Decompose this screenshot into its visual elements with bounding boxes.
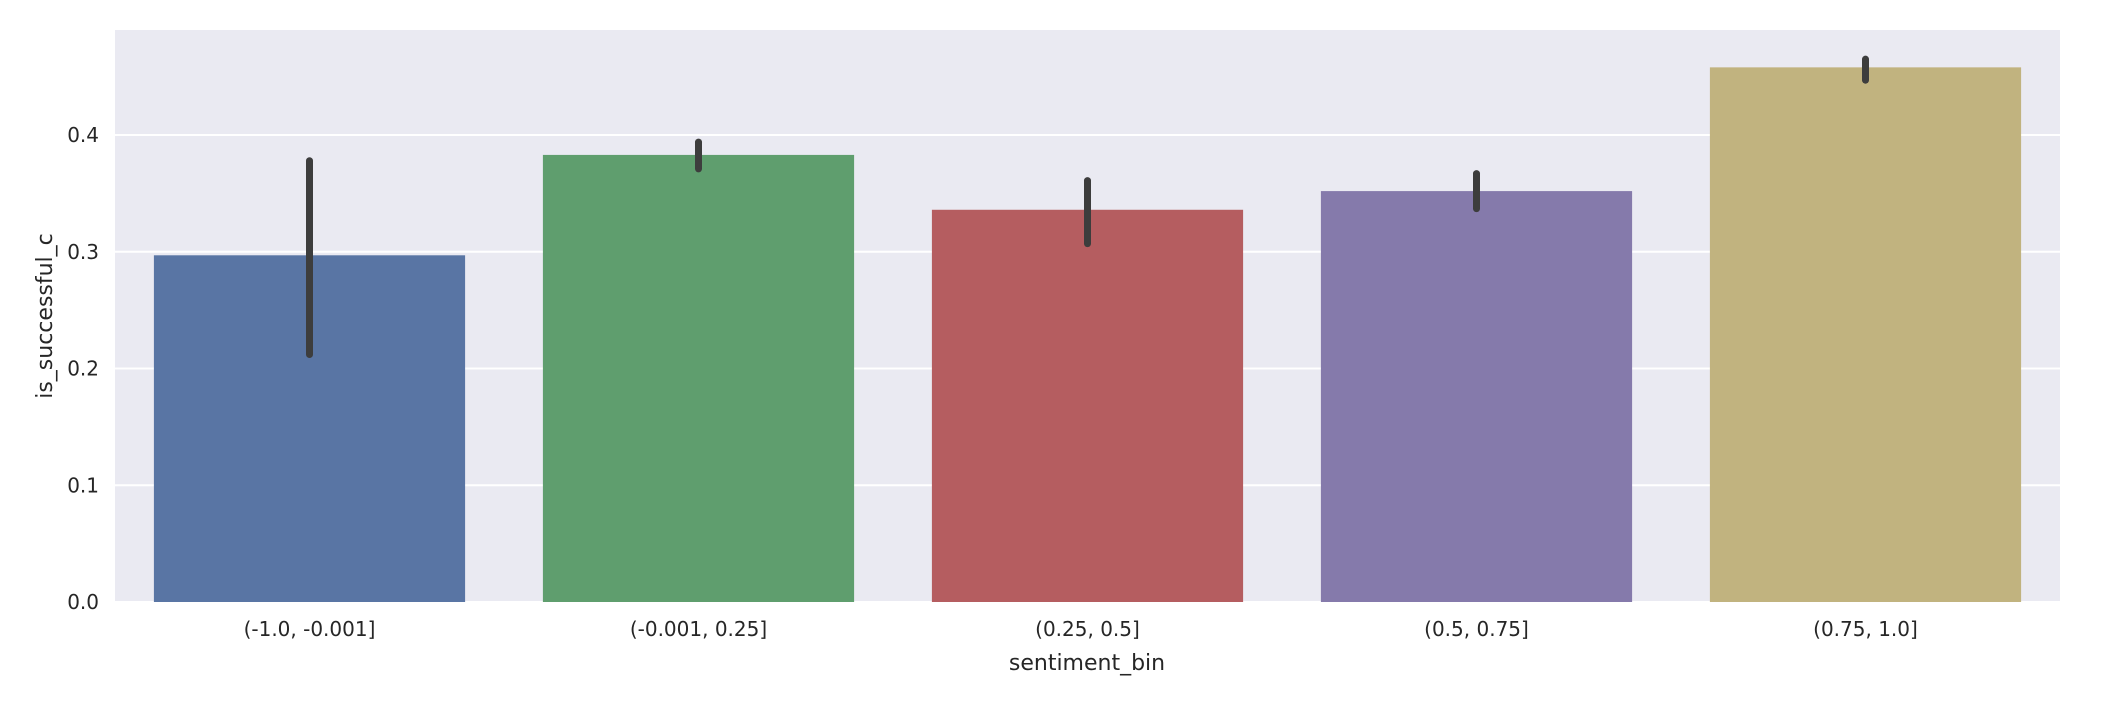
x-tick-label: (0.25, 0.5] [1035, 617, 1140, 641]
bar [542, 154, 855, 602]
y-axis-label: is_successful_c [33, 233, 58, 399]
x-axis-label: sentiment_bin [1009, 651, 1165, 676]
y-tick-label: 0.3 [67, 240, 99, 264]
bars [153, 67, 2022, 602]
y-tick-label: 0.2 [67, 357, 99, 381]
bar [931, 209, 1244, 602]
error-bars [306, 55, 1869, 359]
x-tick-label: (-1.0, -0.001] [244, 617, 376, 641]
y-tick-labels: 0.0 0.1 0.2 0.3 0.4 [67, 123, 99, 614]
bar [1709, 67, 2022, 602]
bar [1320, 191, 1633, 602]
y-tick-label: 0.1 [67, 473, 99, 497]
x-tick-label: (0.75, 1.0] [1813, 617, 1918, 641]
y-tick-label: 0.0 [67, 590, 99, 614]
x-tick-label: (-0.001, 0.25] [630, 617, 767, 641]
y-tick-label: 0.4 [67, 123, 99, 147]
x-tick-labels: (-1.0, -0.001] (-0.001, 0.25] (0.25, 0.5] (… [244, 617, 1918, 641]
x-tick-label: (0.5, 0.75] [1424, 617, 1529, 641]
